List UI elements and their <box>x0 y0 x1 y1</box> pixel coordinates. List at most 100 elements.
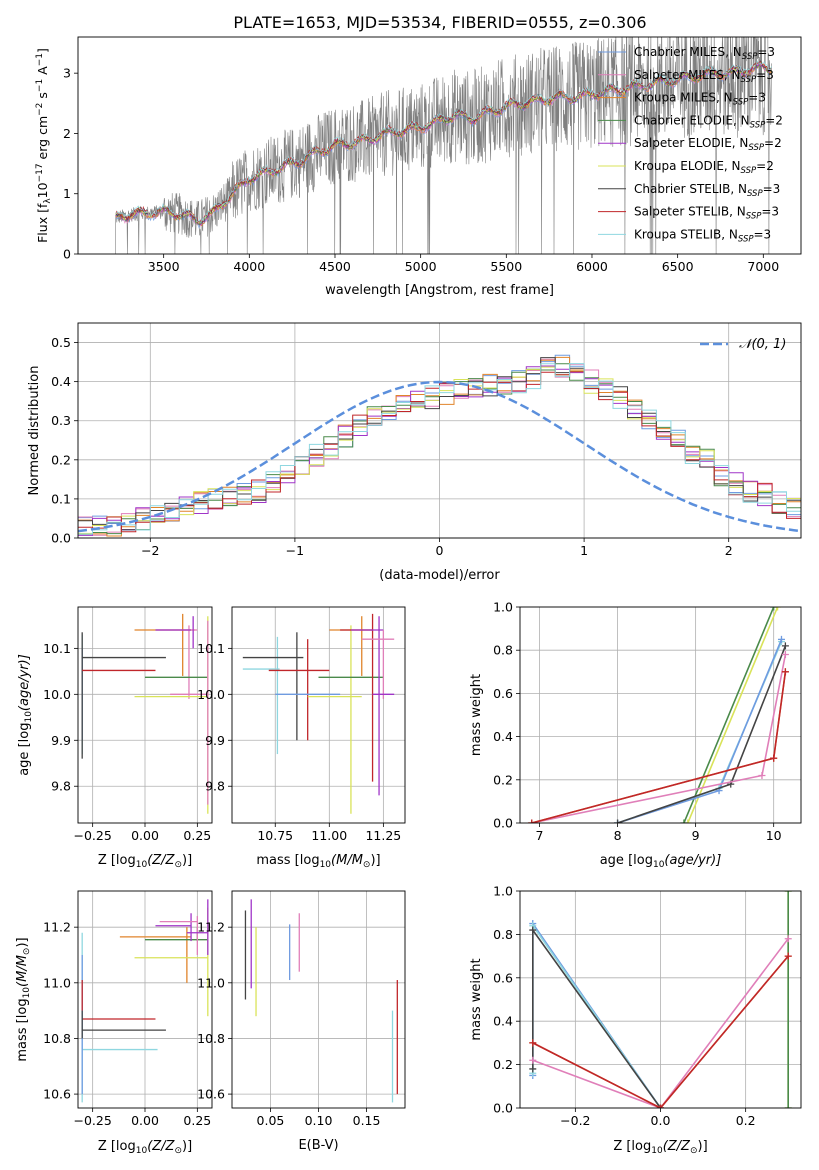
legend-label-salpeter_stelib: Salpeter STELIB, NSSP=3 <box>634 205 779 222</box>
model-spectrum-kroupa_elodie <box>115 61 772 225</box>
model-spectrum-chabrier_stelib <box>115 60 772 225</box>
y-tick-label: 9.9 <box>205 733 225 748</box>
axes-frame <box>77 36 802 255</box>
y-tick-label: 0.4 <box>51 374 71 389</box>
axes-frame <box>519 606 802 824</box>
weight-lines <box>529 891 792 1108</box>
weight-line-salpeter_stelib <box>531 671 787 823</box>
legend: Chabrier MILES, NSSP=3 Salpeter MILES, NS… <box>598 45 783 244</box>
x-tick-label: 0.05 <box>257 1113 285 1128</box>
y-tick-label: 9.9 <box>51 733 71 748</box>
weight-line-salpeter_miles <box>532 938 789 1108</box>
legend-label-salpeter_elodie: Salpeter ELODIE, NSSP=2 <box>634 136 782 153</box>
legend-label-salpeter_miles: Salpeter MILES, NSSP=3 <box>634 68 774 85</box>
x-tick-label: 5500 <box>490 259 522 274</box>
x-tick-label: 2 <box>725 543 733 558</box>
weight-line-kroupa_miles <box>531 671 787 823</box>
weight-marker-salpeter_miles <box>758 771 766 779</box>
x-axis-label: wavelength [Angstrom, rest frame] <box>325 283 554 298</box>
x-axis-label: Z [log10(Z/Z⊙)] <box>98 1139 192 1156</box>
x-tick-label: 1 <box>580 543 588 558</box>
x-tick-label: 0.0 <box>651 1113 671 1128</box>
axes-frame <box>231 890 406 1109</box>
y-tick-label: 0.4 <box>493 1014 513 1029</box>
errorbars <box>81 613 209 814</box>
y-tick-label: 0.8 <box>493 643 513 658</box>
y-tick-label: 9.8 <box>205 779 225 794</box>
histogram-steps <box>78 354 801 538</box>
weight-marker-chabrier_elodie <box>784 891 792 895</box>
y-tick-label: 1.0 <box>493 600 513 615</box>
weight-marker-salpeter_stelib <box>781 668 789 676</box>
y-tick-label: 1 <box>63 186 71 201</box>
y-tick-label: 0.6 <box>493 686 513 701</box>
y-tick-label: 0.4 <box>493 729 513 744</box>
x-tick-label: 5000 <box>405 259 437 274</box>
weight-lines <box>528 607 789 823</box>
x-tick-label: −1 <box>286 543 304 558</box>
y-tick-label: 1.0 <box>493 884 513 899</box>
y-tick-label: 10.1 <box>43 641 71 656</box>
axes-frame <box>519 890 802 1109</box>
y-axis-label: mass [log10(M/M⊙)] <box>15 937 32 1061</box>
x-tick-label: 0.25 <box>183 1113 211 1128</box>
weight-marker-salpeter_miles <box>784 935 792 943</box>
y-tick-label: 0.0 <box>493 1101 513 1116</box>
legend-label-kroupa_stelib: Kroupa STELIB, NSSP=3 <box>634 227 771 244</box>
x-axis-label: E(B-V) <box>298 1138 338 1153</box>
y-tick-label: 0.2 <box>51 452 71 467</box>
model-spectrum-kroupa_stelib <box>115 60 772 224</box>
x-tick-label: 4500 <box>319 259 351 274</box>
x-tick-label: −0.2 <box>560 1113 590 1128</box>
x-tick-label: −2 <box>141 543 159 558</box>
weight-marker-chabrier_stelib <box>529 1065 537 1073</box>
y-tick-label: 10.8 <box>197 1031 225 1046</box>
x-tick-label: 0.00 <box>131 1113 159 1128</box>
panel-spectrum: 3500 4000 4500 5000 5500 6000 6500 7000 0 1 2 3 wave… <box>35 36 802 298</box>
weight-marker-salpeter_stelib <box>529 1039 537 1047</box>
x-tick-label: 7 <box>536 828 544 843</box>
errorbars <box>244 899 398 1103</box>
y-axis-label: mass weight <box>469 958 484 1040</box>
y-tick-label: 0.0 <box>493 816 513 831</box>
legend-label-kroupa_elodie: Kroupa ELODIE, NSSP=2 <box>634 159 774 176</box>
y-tick-label: 0.2 <box>493 772 513 787</box>
x-tick-label: 0.00 <box>131 828 159 843</box>
weight-marker-salpeter_stelib <box>657 1104 664 1108</box>
x-tick-label: 4000 <box>233 259 265 274</box>
x-tick-label: −0.25 <box>74 1113 112 1128</box>
weight-marker-kroupa_elodie <box>684 819 692 823</box>
y-tick-label: 11.2 <box>43 920 71 935</box>
y-tick-label: 0.3 <box>51 413 71 428</box>
x-tick-label: 11.00 <box>311 828 347 843</box>
legend-label-kroupa_miles: Kroupa MILES, NSSP=3 <box>634 91 766 108</box>
y-tick-label: 3 <box>63 66 71 81</box>
x-tick-label: 3500 <box>148 259 180 274</box>
y-tick-label: 10.0 <box>197 687 225 702</box>
errorbars <box>81 899 209 1103</box>
x-axis-label: mass [log10(M/M⊙)] <box>256 853 380 870</box>
weight-line-kroupa_stelib <box>617 641 783 823</box>
data-spectrum <box>115 37 772 254</box>
weight-line-salpeter_stelib <box>532 955 789 1108</box>
y-tick-label: 0.8 <box>493 927 513 942</box>
x-axis-label: Z [log10(Z/Z⊙)] <box>98 853 192 870</box>
legend-label-chabrier_miles: Chabrier MILES, NSSP=3 <box>634 45 775 62</box>
y-tick-label: 0.1 <box>51 491 71 506</box>
y-tick-label: 0.2 <box>493 1057 513 1072</box>
panel-age-vs-metallicity: −0.25 0.00 0.25 9.8 9.9 10.0 10.1 Z [log10(Z/Z⊙… <box>17 606 213 870</box>
weight-line-kroupa_elodie <box>687 607 779 823</box>
x-tick-label: 10.75 <box>257 828 293 843</box>
y-axis-label: Flux [fλ10−17 erg cm−2 s−1 A−1] <box>35 48 53 243</box>
axes-frame <box>77 606 213 824</box>
figure-title: PLATE=1653, MJD=53534, FIBERID=0555, z=0… <box>233 13 646 32</box>
x-tick-label: 0.15 <box>353 1113 381 1128</box>
x-tick-label: 0.25 <box>183 828 211 843</box>
weight-marker-chabrier_elodie <box>770 607 778 611</box>
weight-marker-salpeter_stelib <box>528 819 536 823</box>
gaussian-reference <box>78 380 801 533</box>
x-tick-label: 6000 <box>576 259 608 274</box>
panel-mass-vs-metallicity: −0.25 0.00 0.25 10.6 10.8 11.0 11.2 Z [log10(Z/… <box>15 890 213 1156</box>
weight-line-chabrier_elodie <box>683 607 775 823</box>
